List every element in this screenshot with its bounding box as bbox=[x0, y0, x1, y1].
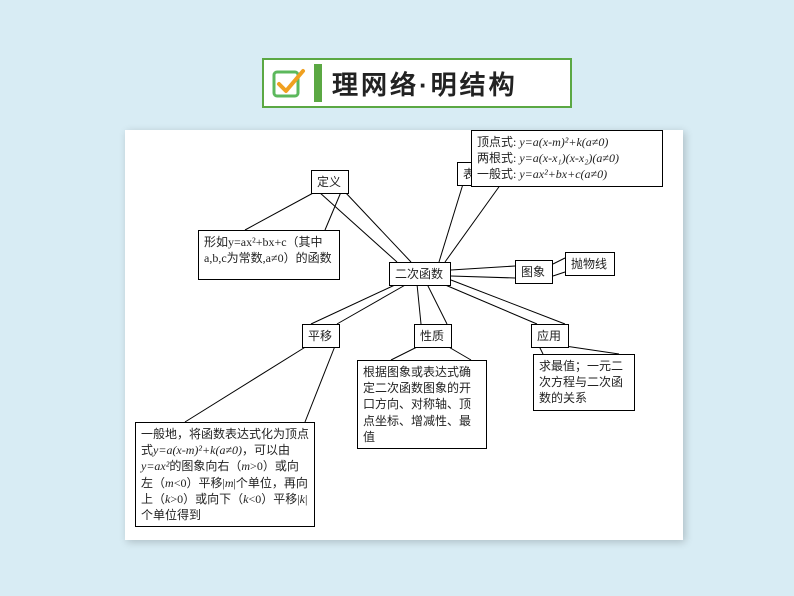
node-expr_detail: 顶点式: y=a(x-m)²+k(a≠0)两根式: y=a(x-x₁)(x-x₂… bbox=[471, 130, 663, 187]
title-accent-bar bbox=[314, 64, 322, 102]
node-app: 应用 bbox=[531, 324, 569, 348]
page-title: 理网络·明结构 bbox=[332, 65, 518, 102]
edge-center-prop bbox=[417, 284, 421, 324]
node-app_detail: 求最值；一元二次方程与二次函数的关系 bbox=[533, 354, 635, 411]
edge-app-app_detail bbox=[565, 346, 619, 354]
node-prop_detail: 根据图象或表达式确定二次函数图象的开口方向、对称轴、顶点坐标、增减性、最值 bbox=[357, 360, 487, 449]
edge-center-expr bbox=[439, 184, 463, 262]
edge-center-def bbox=[345, 192, 411, 262]
check-icon bbox=[272, 66, 306, 100]
edge-center-expr bbox=[445, 184, 501, 262]
edge-def-def_detail bbox=[245, 192, 315, 230]
node-shift: 平移 bbox=[302, 324, 340, 348]
edge-graph-parabola bbox=[553, 258, 565, 264]
edge-center-shift bbox=[311, 284, 397, 324]
edge-shift-shift_detail bbox=[185, 346, 307, 422]
edge-center-app bbox=[451, 280, 565, 324]
edge-center-app bbox=[443, 284, 537, 324]
edge-def-def_detail bbox=[325, 192, 341, 230]
diagram-canvas: 二次函数定义形如y=ax²+bx+c（其中a,b,c为常数,a≠0）的函数表达式… bbox=[125, 130, 683, 540]
edge-center-graph bbox=[451, 266, 515, 270]
title-banner: 理网络·明结构 bbox=[262, 58, 572, 108]
edge-center-shift bbox=[337, 284, 407, 324]
node-def_detail: 形如y=ax²+bx+c（其中a,b,c为常数,a≠0）的函数 bbox=[198, 230, 340, 280]
edge-shift-shift_detail bbox=[305, 346, 335, 422]
node-center: 二次函数 bbox=[389, 262, 451, 286]
node-def: 定义 bbox=[311, 170, 349, 194]
node-parabola: 抛物线 bbox=[565, 252, 615, 276]
node-prop: 性质 bbox=[414, 324, 452, 348]
edge-graph-parabola bbox=[553, 272, 565, 276]
edge-center-graph bbox=[451, 276, 515, 278]
node-shift_detail: 一般地，将函数表达式化为顶点式y=a(x-m)²+k(a≠0)，可以由y=ax²… bbox=[135, 422, 315, 527]
edge-center-prop bbox=[427, 284, 447, 324]
node-graph: 图象 bbox=[515, 260, 553, 284]
